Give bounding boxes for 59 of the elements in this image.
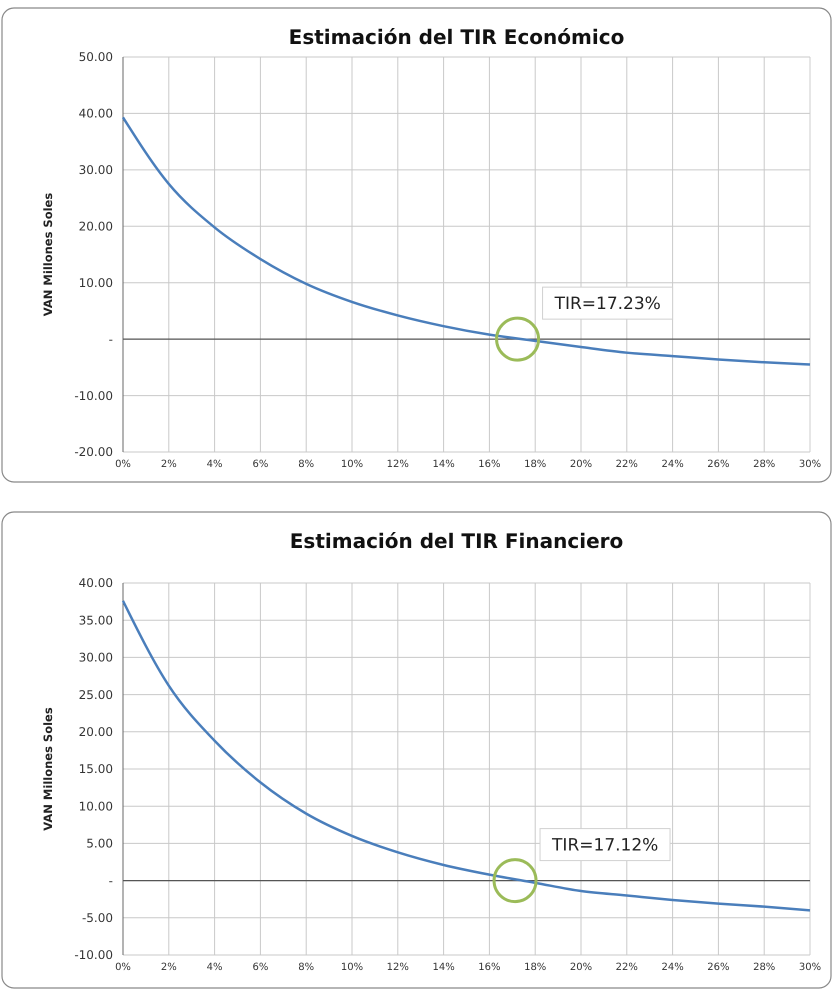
y-tick-label: -20.00 — [74, 445, 113, 460]
y-tick-label: 50.00 — [78, 50, 113, 64]
y-tick-label: 30.00 — [78, 163, 113, 178]
y-tick-label: 40.00 — [78, 576, 113, 590]
chart-title: Estimación del TIR Financiero — [290, 529, 624, 553]
x-tick-label: 28% — [753, 962, 776, 973]
annotation: TIR=17.12% — [551, 836, 658, 856]
x-tick-label: 0% — [115, 459, 131, 470]
y-tick-label: - — [108, 874, 113, 888]
x-tick-label: 30% — [798, 962, 822, 973]
y-tick-label: 5.00 — [86, 836, 113, 851]
x-tick-label: 2% — [160, 962, 177, 973]
y-tick-label: 15.00 — [78, 762, 113, 776]
chart-title: Estimación del TIR Económico — [288, 25, 624, 49]
annotation: TIR=17.23% — [554, 294, 661, 314]
x-tick-label: 26% — [707, 962, 730, 973]
y-axis-title: VAN Millones Soles — [41, 707, 55, 831]
x-tick-label: 28% — [753, 459, 776, 470]
x-tick-label: 20% — [570, 459, 592, 470]
x-tick-label: 8% — [298, 962, 314, 973]
x-tick-label: 18% — [524, 459, 546, 470]
x-tick-label: 6% — [252, 962, 268, 973]
x-tick-label: 22% — [616, 962, 638, 973]
y-tick-label: 10.00 — [78, 276, 113, 290]
x-tick-label: 0% — [115, 962, 131, 973]
x-tick-label: 8% — [298, 459, 314, 470]
x-tick-label: 22% — [616, 459, 638, 470]
x-tick-label: 12% — [386, 459, 409, 470]
x-tick-label: 14% — [432, 459, 455, 470]
x-tick-label: 26% — [707, 459, 730, 470]
x-tick-label: 30% — [798, 459, 822, 470]
x-tick-label: 6% — [252, 459, 268, 470]
x-tick-label: 14% — [432, 962, 455, 973]
y-tick-label: -5.00 — [82, 911, 113, 925]
line-series — [122, 116, 812, 366]
x-tick-label: 12% — [386, 962, 409, 973]
y-tick-label: 30.00 — [78, 650, 113, 665]
x-tick-label: 24% — [661, 962, 684, 973]
y-axis-title: VAN Millones Soles — [41, 192, 55, 316]
x-tick-label: 24% — [661, 459, 684, 470]
x-tick-label: 10% — [340, 459, 364, 470]
y-tick-label: 25.00 — [78, 688, 113, 702]
x-tick-label: 4% — [206, 962, 223, 973]
y-tick-label: 10.00 — [78, 799, 113, 814]
x-tick-label: 2% — [160, 459, 177, 470]
y-tick-label: -10.00 — [74, 388, 113, 403]
y-tick-label: 40.00 — [78, 106, 113, 121]
y-tick-label: - — [108, 332, 113, 346]
line-series — [122, 600, 812, 912]
y-tick-label: 20.00 — [78, 725, 113, 739]
x-tick-label: 16% — [478, 459, 501, 470]
y-tick-label: 20.00 — [78, 219, 113, 234]
x-tick-label: 4% — [206, 459, 223, 470]
y-tick-label: -10.00 — [74, 948, 113, 962]
x-tick-label: 18% — [524, 962, 546, 973]
x-tick-label: 20% — [570, 962, 592, 973]
x-tick-label: 10% — [340, 962, 364, 973]
y-tick-label: 35.00 — [78, 613, 113, 628]
x-tick-label: 16% — [478, 962, 501, 973]
